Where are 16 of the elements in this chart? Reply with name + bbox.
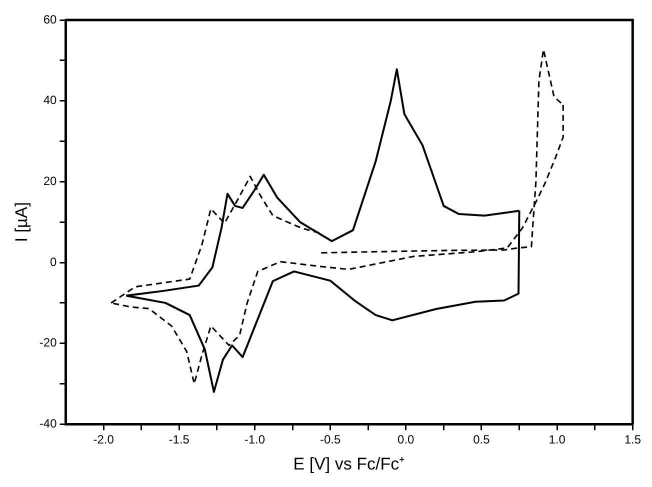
y-axis-title: I [µA]	[12, 202, 31, 242]
x-axis-title: E [V] vs Fc/Fc⁺	[293, 454, 406, 474]
y-tick-label: -40	[39, 416, 58, 431]
x-tick-label: -2.0	[93, 432, 114, 447]
x-tick-label: 0.5	[473, 432, 490, 447]
x-tick-label: 0.0	[398, 432, 415, 447]
y-tick-label: 40	[43, 93, 58, 108]
y-tick-label: 60	[43, 12, 58, 26]
y-tick-label: -20	[39, 336, 58, 350]
x-tick-label: 1.0	[548, 432, 566, 447]
y-tick-label: 20	[43, 174, 58, 188]
x-tick-label: 1.5	[624, 432, 642, 447]
x-tick-label: -1.5	[168, 432, 190, 447]
x-tick-label: -0.5	[320, 432, 341, 447]
x-tick-label: -1.0	[244, 432, 266, 447]
y-tick-label: 0	[50, 254, 58, 269]
